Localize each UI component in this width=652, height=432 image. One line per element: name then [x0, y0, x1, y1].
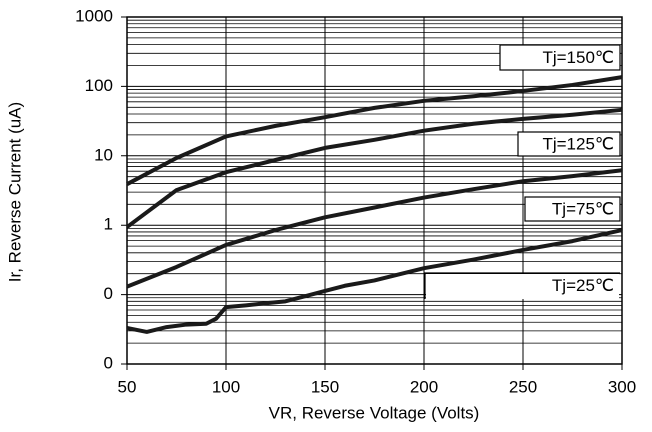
y-tick-label: 1000: [75, 6, 113, 25]
series-label: Tj=75℃: [552, 199, 614, 218]
y-tick-label: 100: [85, 76, 113, 95]
series-line: [126, 168, 623, 289]
label-box-edge: [424, 272, 620, 299]
series-label: Tj=25℃: [552, 276, 614, 295]
x-tick-label: 150: [311, 377, 339, 396]
label-box: [517, 131, 621, 157]
y-tick-label: 10: [94, 145, 113, 164]
x-axis-label: VR, Reverse Voltage (Volts): [269, 403, 480, 422]
x-tick-label: 300: [608, 377, 636, 396]
y-tick-label: 1: [104, 215, 113, 234]
series-line: [126, 228, 623, 334]
label-box: [524, 196, 621, 222]
x-tick-label: 250: [509, 377, 537, 396]
x-tick-label: 50: [118, 377, 137, 396]
label-box: [426, 274, 619, 299]
x-tick-label: 100: [212, 377, 240, 396]
series-label: Tj=150℃: [542, 48, 614, 67]
y-tick-label: 0: [104, 353, 113, 372]
series-line: [126, 75, 623, 186]
series-label: Tj=125℃: [542, 134, 614, 153]
x-tick-label: 200: [410, 377, 438, 396]
y-axis-label: Ir, Reverse Current (uA): [5, 102, 24, 282]
series-line: [125, 107, 623, 229]
label-box: [499, 44, 621, 71]
plot-frame: [126, 16, 623, 365]
y-tick-label: 0: [104, 284, 113, 303]
